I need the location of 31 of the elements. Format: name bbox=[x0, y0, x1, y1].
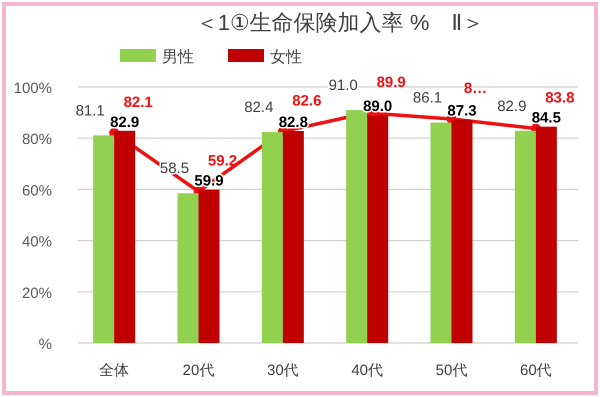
y-tick-label: 100% bbox=[14, 80, 52, 97]
data-label: 91.0 bbox=[328, 77, 358, 94]
y-tick-label: 20% bbox=[22, 284, 52, 302]
data-label: 89.9 bbox=[376, 74, 406, 91]
data-label: 86.1 bbox=[412, 90, 442, 107]
data-label: 87.3 bbox=[447, 102, 477, 120]
data-label: 89.0 bbox=[363, 98, 392, 116]
y-tick-label: 40% bbox=[22, 234, 52, 251]
data-label: 81.1 bbox=[76, 102, 105, 120]
chart-title: ＜1①生命保険加入率 % Ⅱ＞ bbox=[196, 10, 484, 35]
legend-label: 女性 bbox=[270, 49, 302, 66]
data-label: 83.8 bbox=[545, 89, 574, 106]
x-tick-label: 40代 bbox=[351, 362, 384, 379]
data-label: 82.9 bbox=[110, 114, 140, 131]
data-label: 59.2 bbox=[208, 152, 238, 170]
legend-label: 男性 bbox=[162, 49, 194, 66]
y-tick-label: 60% bbox=[22, 182, 52, 200]
x-tick-label: 50代 bbox=[436, 362, 468, 379]
x-tick-label: 60代 bbox=[520, 362, 552, 379]
data-label: 82.6 bbox=[292, 92, 322, 110]
x-tick-label: 全体 bbox=[99, 362, 130, 379]
x-tick-label: 30代 bbox=[266, 362, 299, 379]
y-tick-label: 80% bbox=[22, 131, 52, 148]
data-label: 82.9 bbox=[497, 98, 526, 115]
data-label: 82.4 bbox=[244, 99, 274, 116]
y-tick-label: % bbox=[38, 336, 52, 353]
x-tick-label: 20代 bbox=[182, 362, 214, 379]
data-label: 82.8 bbox=[278, 114, 308, 132]
data-label: 8… bbox=[464, 80, 488, 97]
data-label: 84.5 bbox=[532, 110, 561, 127]
data-label: 82.1 bbox=[124, 94, 153, 111]
